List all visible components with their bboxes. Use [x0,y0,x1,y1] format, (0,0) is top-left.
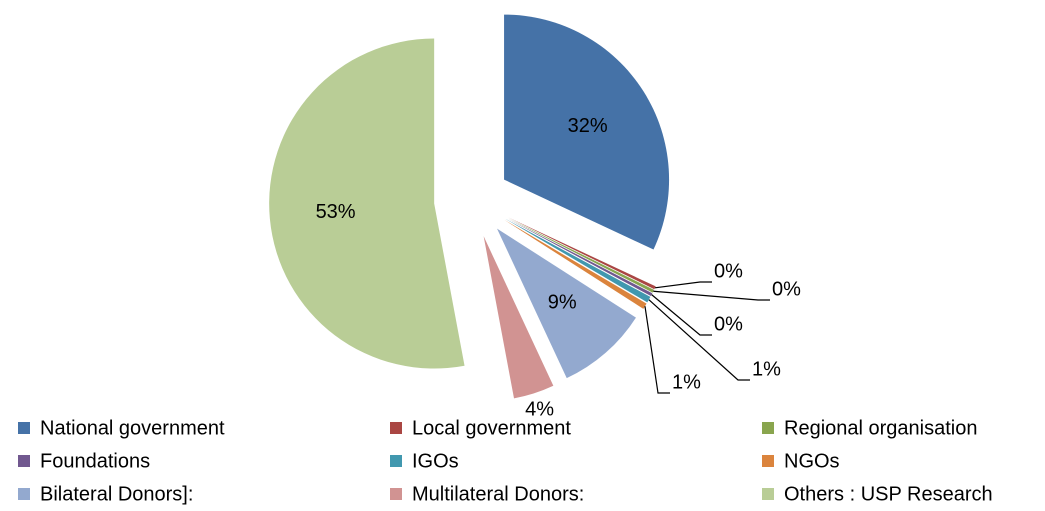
legend-label: Bilateral Donors]: [40,483,193,505]
leader-line [654,281,712,289]
leader-line [653,290,770,301]
slice-label: 1% [672,371,701,393]
legend-swatch [390,422,402,434]
pie-slice [505,217,655,293]
pie-slice [497,228,636,379]
legend-swatch [390,455,402,467]
pie-slice [506,216,656,290]
legend-swatch [762,422,774,434]
legend-swatch [762,488,774,500]
pie-slice [504,219,647,309]
pie-slice [504,14,670,250]
legend-label: Foundations [40,450,150,472]
pie-slice [483,236,554,399]
legend-swatch [762,455,774,467]
legend-swatch [18,422,30,434]
legend-label: Regional organisation [784,417,977,439]
legend-label: IGOs [412,450,459,472]
slice-label: 0% [772,278,801,300]
pie-slice [505,217,653,296]
slice-label: 1% [752,358,781,380]
leader-line [648,299,750,381]
slice-label: 32% [568,115,608,137]
legend-swatch [18,455,30,467]
leader-line [644,306,670,394]
pie-slice [505,218,651,303]
legend-swatch [390,488,402,500]
legend-label: National government [40,417,225,439]
legend-label: Local government [412,417,571,439]
slice-label: 9% [548,291,577,313]
legend-label: Others : USP Research [784,483,993,505]
slice-label: 0% [714,260,743,282]
legend-label: NGOs [784,450,840,472]
legend-swatch [18,488,30,500]
leader-line [651,294,712,336]
slice-label: 4% [525,399,554,421]
pie-slice [269,38,465,369]
legend-label: Multilateral Donors: [412,483,584,505]
slice-label: 53% [316,201,356,223]
slice-label: 0% [714,313,743,335]
